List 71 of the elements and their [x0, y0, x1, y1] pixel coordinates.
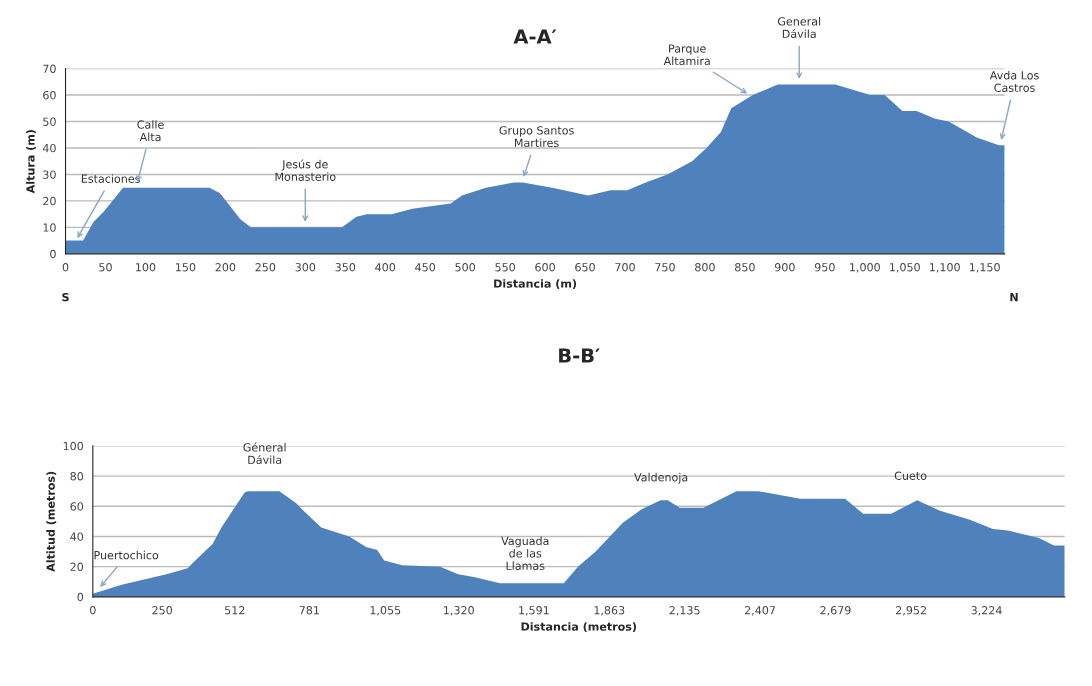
chart-title: A-A′: [513, 29, 557, 44]
y-tick-label: 80: [70, 472, 84, 481]
y-tick-label: 10: [43, 223, 56, 232]
y-axis-title: Altura (m): [26, 130, 36, 194]
y-tick-label: 20: [70, 562, 84, 572]
x-tick-label: 750: [655, 263, 675, 272]
text: N: [1010, 293, 1018, 302]
x-tick-label: 1,055: [370, 606, 401, 616]
x-tick-label: 350: [335, 263, 356, 272]
annotation: Parque Altamira: [663, 44, 710, 66]
x-tick-label: 200: [215, 263, 236, 272]
x-axis-title: Distancia (metros): [521, 622, 637, 633]
annotation: Vaguada de las Llamas: [501, 536, 549, 570]
x-tick-label: 1,320: [444, 606, 474, 616]
x-tick-label: 1,100: [930, 263, 960, 273]
x-tick-label: 512: [225, 606, 245, 615]
annotation: Grupo Santos Martires: [499, 126, 574, 148]
annotation: Calle Alta: [137, 120, 164, 142]
x-tick-label: 50: [99, 263, 112, 272]
x-tick-label: 400: [375, 263, 396, 272]
y-axis-title: Altitud (metros): [46, 471, 57, 572]
annotation: Géneral Dávila: [243, 442, 286, 465]
x-tick-label: 900: [774, 263, 795, 272]
y-tick-label: 20: [43, 196, 56, 206]
annotation: General Dávila: [777, 16, 821, 39]
x-tick-label: 450: [415, 263, 436, 272]
x-tick-label: 150: [176, 263, 196, 272]
y-tick-label: 0: [77, 592, 84, 602]
y-tick-label: 40: [42, 143, 56, 153]
x-tick-label: 0: [62, 263, 69, 272]
x-tick-label: 650: [575, 263, 595, 272]
x-tick-label: 1,000: [850, 263, 880, 273]
y-tick-label: 0: [50, 249, 56, 259]
x-tick-label: 2,679: [820, 606, 851, 616]
x-tick-label: 2,952: [896, 606, 926, 616]
x-tick-label: 250: [152, 606, 172, 615]
x-tick-label: 1,863: [594, 606, 625, 616]
x-tick-label: 800: [695, 263, 715, 272]
x-tick-label: 300: [295, 263, 316, 272]
annotation: Puertochico: [94, 550, 159, 560]
x-tick-label: 1,150: [969, 263, 1000, 273]
annotation: Avda Los Castros: [989, 70, 1039, 92]
x-tick-label: 2,135: [669, 606, 700, 616]
chart-title: B-B′: [559, 348, 600, 363]
annotation: Jesús de Monasterio: [275, 159, 336, 181]
x-tick-label: 2,407: [744, 606, 776, 616]
y-tick-label: 50: [43, 117, 56, 126]
x-tick-label: 0: [90, 606, 96, 615]
x-tick-label: 3,224: [971, 606, 1002, 616]
y-tick-label: 60: [43, 91, 56, 100]
text: S: [62, 292, 69, 302]
x-tick-label: 1,591: [519, 606, 549, 616]
x-tick-label: 950: [814, 263, 835, 272]
y-tick-label: 30: [43, 170, 56, 179]
x-tick-label: 1,050: [890, 263, 920, 273]
x-tick-label: 600: [535, 263, 555, 272]
x-tick-label: 850: [735, 263, 755, 272]
y-tick-label: 40: [70, 532, 84, 541]
y-tick-label: 70: [43, 64, 56, 73]
x-tick-label: 500: [455, 263, 476, 272]
x-tick-label: 250: [255, 263, 276, 272]
annotation: Estaciones: [81, 174, 140, 183]
x-tick-label: 781: [299, 606, 319, 615]
x-tick-label: 100: [136, 263, 156, 272]
annotation: Cueto: [894, 471, 927, 480]
annotation: Valdenoja: [634, 472, 688, 484]
y-tick-label: 60: [70, 502, 84, 511]
x-tick-label: 550: [495, 263, 515, 272]
x-tick-label: 700: [615, 263, 635, 272]
y-tick-label: 100: [63, 441, 84, 451]
x-axis-title: Distancia (m): [494, 279, 577, 290]
